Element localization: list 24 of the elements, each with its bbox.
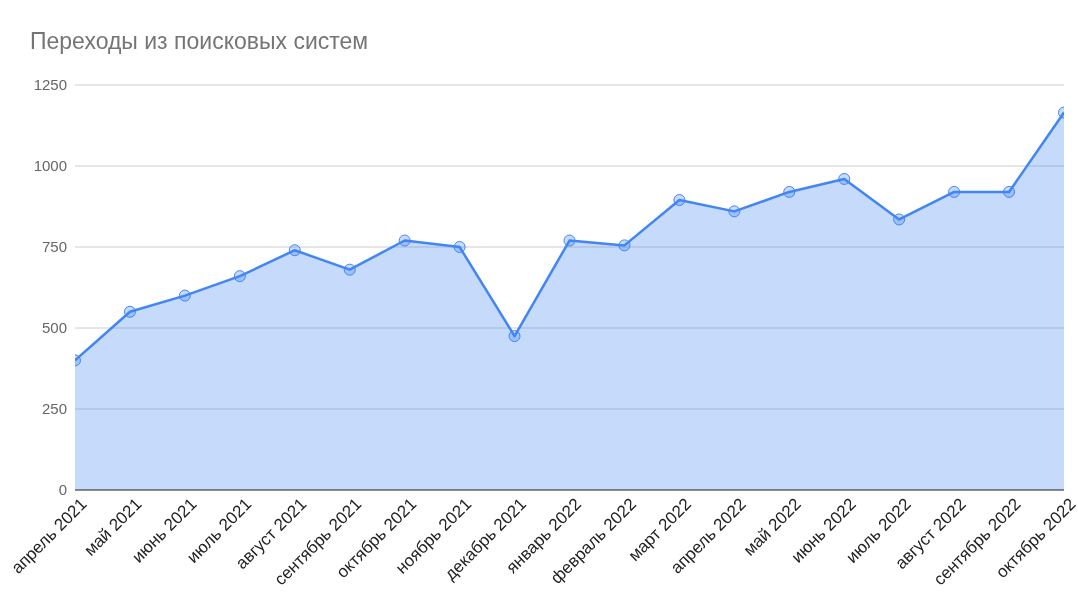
- point: [948, 185, 961, 198]
- point: [398, 234, 411, 247]
- y-tick-label: 250: [41, 400, 67, 418]
- point: [728, 205, 741, 218]
- point: [233, 270, 246, 283]
- y-tick-label: 750: [41, 238, 67, 256]
- point: [508, 330, 521, 343]
- point: [178, 289, 191, 302]
- point: [563, 234, 576, 247]
- point: [453, 241, 466, 253]
- y-tick-label: 1000: [33, 157, 67, 175]
- point: [893, 213, 906, 226]
- point: [123, 305, 136, 318]
- point: [1003, 185, 1016, 198]
- point: [673, 194, 686, 207]
- y-tick-label: 1250: [33, 76, 67, 94]
- chart-title: Переходы из поисковых систем: [29, 27, 370, 56]
- point: [838, 172, 851, 185]
- point: [783, 185, 796, 198]
- point: [343, 263, 356, 276]
- point: [618, 239, 631, 252]
- y-tick-label: 0: [58, 481, 67, 499]
- point: [288, 244, 301, 257]
- y-tick-label: 500: [41, 319, 67, 337]
